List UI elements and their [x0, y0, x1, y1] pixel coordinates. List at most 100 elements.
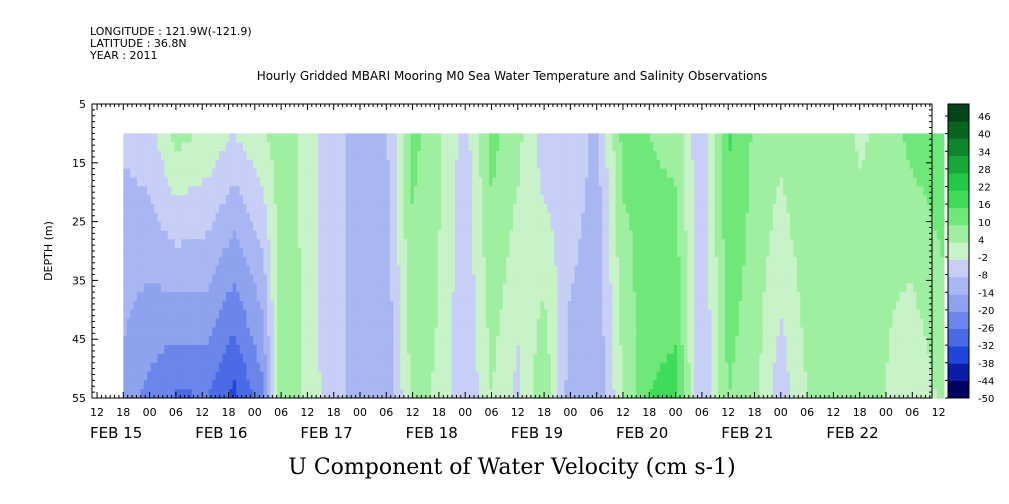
heatmap-cell [448, 230, 453, 240]
heatmap-cell [578, 230, 583, 240]
heatmap-cell [277, 265, 282, 276]
heatmap-cell [249, 389, 254, 399]
heatmap-cell [205, 362, 210, 373]
heatmap-cell [201, 353, 206, 364]
heatmap-cell [615, 195, 620, 205]
heatmap-cell [509, 230, 514, 240]
heatmap-cell [557, 380, 562, 390]
heatmap-cell [680, 159, 685, 170]
heatmap-cell [663, 159, 668, 170]
heatmap-cell [160, 371, 165, 381]
heatmap-cell [212, 292, 217, 302]
heatmap-cell [407, 133, 412, 143]
heatmap-cell [201, 239, 206, 249]
heatmap-cell [530, 300, 535, 311]
heatmap-cell [150, 283, 155, 293]
heatmap-cell [499, 353, 504, 364]
heatmap-cell [198, 300, 203, 311]
heatmap-cell [253, 371, 258, 381]
heatmap-cell [574, 133, 579, 143]
heatmap-cell [133, 151, 138, 161]
heatmap-cell [461, 292, 466, 302]
heatmap-cell [389, 212, 394, 223]
heatmap-cell [537, 168, 542, 179]
heatmap-cell [601, 186, 606, 196]
heatmap-cell [205, 212, 210, 223]
heatmap-cell [181, 256, 186, 267]
heatmap-cell [246, 212, 251, 223]
heatmap-cell [690, 159, 695, 170]
heatmap-cell [465, 327, 470, 337]
heatmap-cell [680, 292, 685, 302]
heatmap-cell [537, 283, 542, 293]
heatmap-cell [478, 195, 483, 205]
heatmap-cell [290, 265, 295, 276]
heatmap-cell [164, 230, 169, 240]
heatmap-cell [328, 177, 333, 187]
heatmap-cell [150, 159, 155, 170]
heatmap-cell [301, 318, 306, 329]
heatmap-cell [557, 239, 562, 249]
heatmap-cell [188, 239, 193, 249]
heatmap-cell [198, 362, 203, 373]
heatmap-cell [646, 221, 651, 232]
heatmap-cell [670, 256, 675, 267]
heatmap-cell [297, 292, 302, 302]
heatmap-cell [280, 353, 285, 364]
heatmap-cell [489, 239, 494, 249]
heatmap-cell [537, 133, 542, 143]
heatmap-cell [225, 221, 230, 232]
heatmap-cell [673, 318, 678, 329]
heatmap-cell [629, 248, 634, 258]
heatmap-cell [160, 248, 165, 258]
heatmap-cell [601, 142, 606, 152]
heatmap-cell [591, 221, 596, 232]
heatmap-cell [444, 142, 449, 152]
heatmap-cell [495, 203, 500, 214]
heatmap-cell [660, 380, 665, 390]
heatmap-cell [393, 142, 398, 152]
heatmap-cell [663, 195, 668, 205]
heatmap-cell [212, 248, 217, 258]
heatmap-cell [509, 345, 514, 355]
heatmap-cell [328, 353, 333, 364]
heatmap-cell [290, 274, 295, 284]
heatmap-cell [588, 292, 593, 302]
heatmap-cell [325, 239, 330, 249]
heatmap-cell [584, 212, 589, 223]
heatmap-cell [472, 380, 477, 390]
heatmap-cell [482, 239, 487, 249]
heatmap-cell [219, 142, 224, 152]
heatmap-cell [164, 195, 169, 205]
heatmap-cell [143, 265, 148, 276]
heatmap-cell [591, 203, 596, 214]
heatmap-cell [619, 336, 624, 346]
heatmap-cell [612, 362, 617, 373]
heatmap-cell [219, 195, 224, 205]
heatmap-cell [270, 239, 275, 249]
heatmap-cell [649, 230, 654, 240]
heatmap-cell [400, 248, 405, 258]
heatmap-cell [164, 186, 169, 196]
heatmap-cell [513, 168, 518, 179]
heatmap-cell [454, 133, 459, 143]
heatmap-cell [167, 239, 172, 249]
heatmap-cell [619, 133, 624, 143]
heatmap-cell [201, 336, 206, 346]
heatmap-cell [396, 195, 401, 205]
heatmap-cell [383, 248, 388, 258]
heatmap-cell [530, 203, 535, 214]
heatmap-cell [372, 168, 377, 179]
heatmap-cell [653, 195, 658, 205]
heatmap-cell [472, 300, 477, 311]
heatmap-cell [454, 318, 459, 329]
heatmap-cell [591, 159, 596, 170]
heatmap-cell [485, 221, 490, 232]
heatmap-cell [147, 256, 152, 267]
heatmap-cell [123, 248, 128, 258]
heatmap-cell [393, 159, 398, 170]
heatmap-cell [246, 186, 251, 196]
heatmap-cell [314, 239, 319, 249]
heatmap-cell [229, 345, 234, 355]
heatmap-cell [335, 300, 340, 311]
